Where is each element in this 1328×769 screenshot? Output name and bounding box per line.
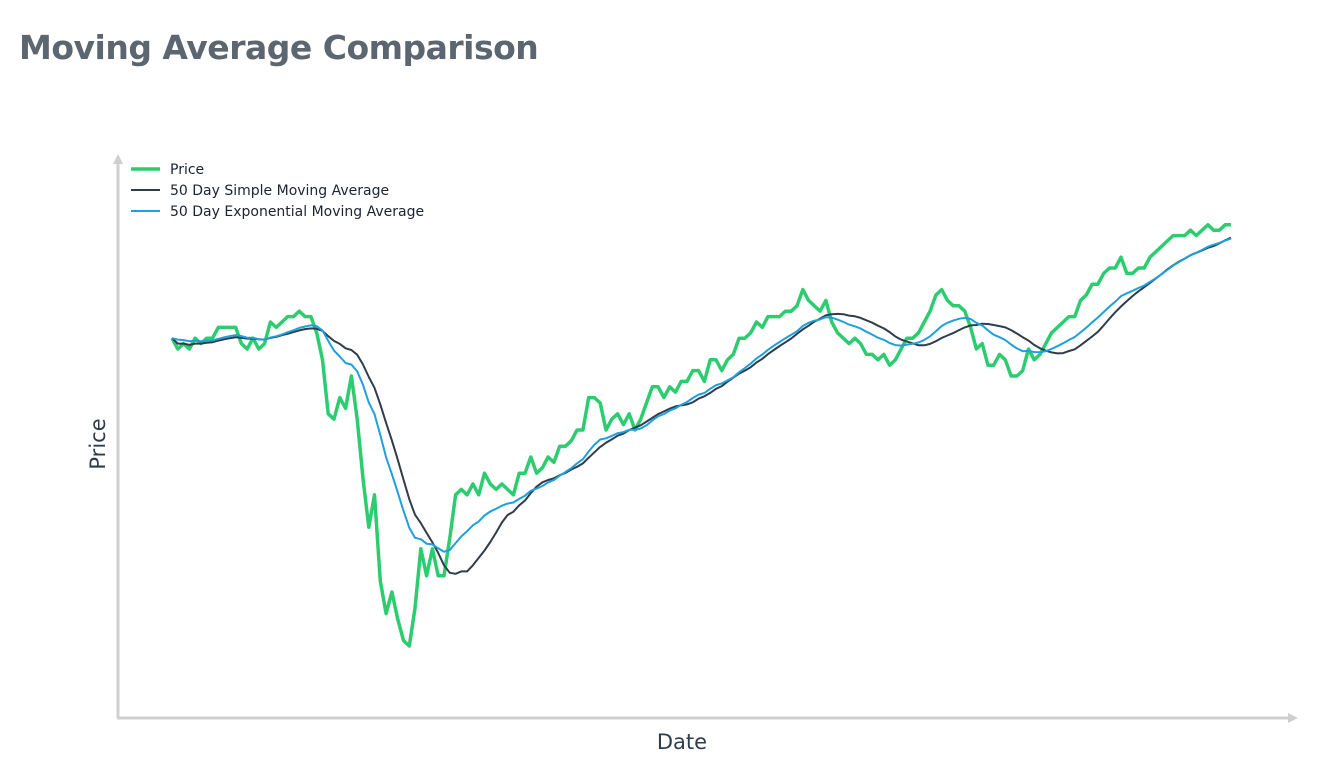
legend-label-2: 50 Day Exponential Moving Average	[170, 204, 424, 220]
x-axis-label: Date	[657, 730, 707, 754]
y-axis-arrow	[113, 154, 123, 164]
series-line-0	[170, 223, 1231, 648]
series-line-2	[171, 237, 1232, 553]
plot-area	[170, 223, 1232, 648]
y-axis-label: Price	[86, 418, 110, 469]
x-axis-arrow	[1288, 713, 1298, 723]
legend-label-0: Price	[170, 162, 204, 178]
series-line-1	[171, 236, 1232, 575]
axes	[113, 154, 1298, 723]
chart-title: Moving Average Comparison	[19, 28, 539, 67]
legend-label-1: 50 Day Simple Moving Average	[170, 183, 389, 199]
legend: Price 50 Day Simple Moving Average 50 Day …	[131, 162, 424, 220]
